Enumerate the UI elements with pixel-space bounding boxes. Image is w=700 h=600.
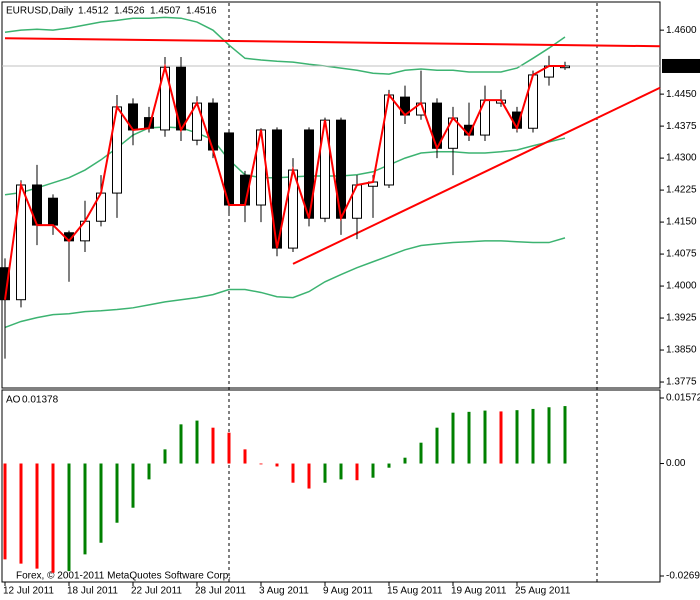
- band: [4, 126, 566, 196]
- trendline: [4, 37, 661, 48]
- watermark: Forex, © 2001-2011 MetaQuotes Software C…: [16, 571, 231, 582]
- current-price-label: 1.4516: [665, 61, 696, 72]
- x-tick-label: 22 Jul 2011: [131, 586, 182, 597]
- band: [4, 16, 566, 75]
- x-tick-label: 18 Jul 2011: [67, 586, 118, 597]
- y-tick-label: 1.4300: [666, 153, 697, 164]
- ohlc-open: 1.4512: [78, 6, 109, 17]
- symbol: EURUSD,Daily: [6, 6, 73, 17]
- close-line: [4, 63, 565, 300]
- ao-title: AO: [6, 395, 21, 406]
- y-tick-label: 1.4075: [666, 249, 697, 260]
- x-tick-label: 3 Aug 2011: [259, 586, 309, 597]
- y-tick-label: 1.4225: [666, 185, 697, 196]
- candle-body: [48, 197, 58, 226]
- x-tick-label: 28 Jul 2011: [195, 586, 246, 597]
- y-tick-label: 0.01572: [666, 393, 700, 404]
- x-tick-label: 25 Aug 2011: [515, 586, 571, 597]
- y-tick-label: -0.02698: [666, 571, 700, 582]
- x-tick-label: 15 Aug 2011: [387, 586, 443, 597]
- ao-value: 0.01378: [22, 395, 59, 406]
- ohlc-close: 1.4516: [186, 6, 217, 17]
- y-tick-label: 1.3850: [666, 345, 697, 356]
- x-tick-label: 9 Aug 2011: [323, 586, 373, 597]
- y-tick-label: 0.00: [666, 458, 686, 469]
- y-tick-label: 1.4000: [666, 281, 697, 292]
- trendline: [292, 86, 661, 265]
- y-tick-label: 1.3775: [666, 377, 697, 388]
- x-tick-label: 19 Aug 2011: [451, 586, 507, 597]
- y-tick-label: 1.3925: [666, 313, 697, 324]
- x-tick-label: 12 Jul 2011: [3, 586, 54, 597]
- ohlc-high: 1.4526: [114, 6, 145, 17]
- ohlc-low: 1.4507: [150, 6, 181, 17]
- band: [4, 237, 566, 329]
- current-price-box: [662, 58, 700, 73]
- y-tick-label: 1.4450: [666, 89, 697, 100]
- y-tick-label: 1.4600: [666, 25, 697, 36]
- y-tick-label: 1.4150: [666, 217, 697, 228]
- y-tick-label: 1.4375: [666, 121, 697, 132]
